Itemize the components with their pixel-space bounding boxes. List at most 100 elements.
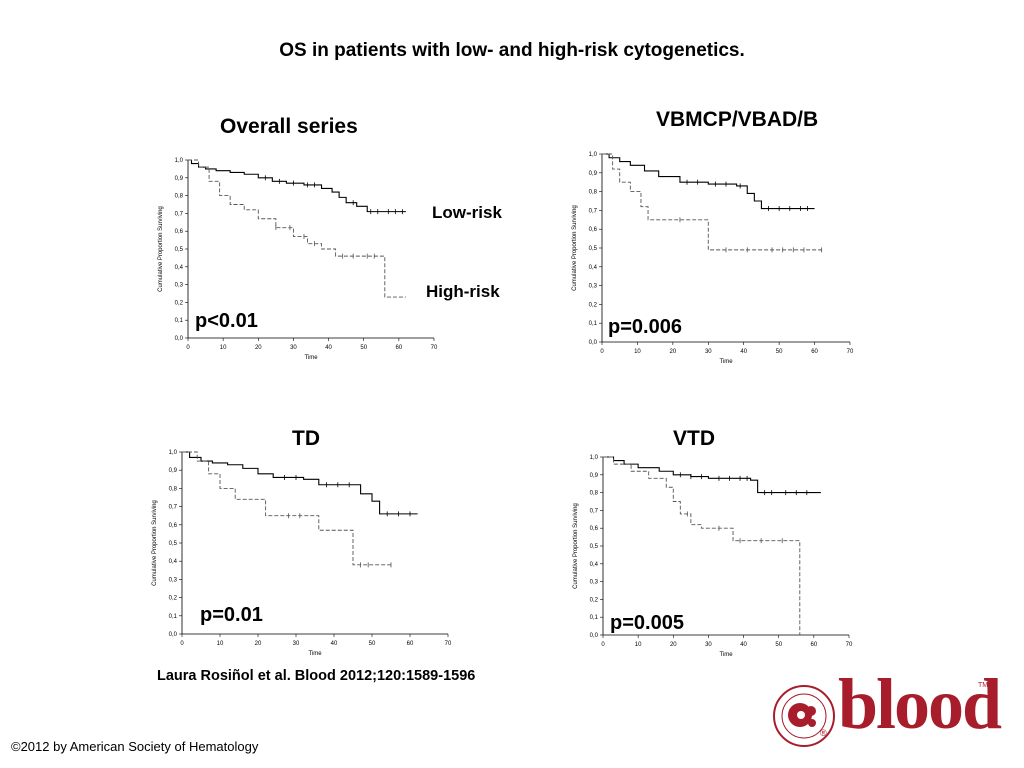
x-tick-label: 20: [255, 345, 262, 351]
x-tick-label: 40: [331, 641, 338, 647]
km-curve-high-risk: [603, 456, 801, 635]
x-axis-label: Time: [719, 652, 733, 658]
x-tick-label: 0: [186, 345, 190, 351]
y-tick-label: 0,7: [589, 208, 598, 214]
km-curve-low-risk: [182, 451, 418, 515]
y-axis-label: Cumulative Proportion Surviving: [572, 205, 578, 291]
y-tick-label: 0,2: [589, 302, 598, 308]
km-chart-vtd: 0,0 0,1 0,2 0,3 0,4 0,5 0,6 0,7 0,8 0,9 1,0 0 10 20 30…: [573, 455, 853, 658]
km-curve-high-risk: [188, 159, 406, 298]
x-tick-label: 40: [325, 345, 332, 351]
km-curve-low-risk: [603, 456, 821, 494]
y-tick-label: 0,9: [589, 171, 598, 177]
x-tick-label: 50: [360, 345, 367, 351]
x-tick-label: 40: [740, 642, 747, 648]
legend-high-risk: High-risk: [426, 282, 500, 301]
x-tick-label: 40: [740, 349, 747, 355]
x-tick-label: 30: [705, 349, 712, 355]
x-tick-label: 10: [634, 349, 641, 355]
y-tick-label: 0,6: [175, 229, 184, 235]
y-tick-label: 0,1: [169, 614, 178, 620]
citation: Laura Rosiñol et al. Blood 2012;120:1589…: [157, 668, 476, 684]
km-curve-high-risk: [182, 451, 391, 566]
x-axis-label: Time: [308, 651, 322, 657]
y-tick-label: 0,3: [590, 580, 599, 586]
y-tick-label: 0,5: [169, 541, 178, 547]
y-tick-label: 0,4: [589, 265, 598, 271]
y-tick-label: 0,8: [175, 194, 184, 200]
x-tick-label: 60: [811, 642, 818, 648]
legend-low-risk: Low-risk: [432, 203, 502, 222]
p-value-overall-series: p<0.01: [195, 310, 258, 332]
x-tick-label: 20: [255, 641, 262, 647]
panel-title-vbmcp-vbad-b: VBMCP/VBAD/B: [656, 108, 819, 131]
y-tick-label: 0,3: [589, 284, 598, 290]
x-tick-label: 50: [775, 642, 782, 648]
y-tick-label: 0,1: [175, 318, 184, 324]
km-curve-low-risk: [188, 159, 406, 213]
x-tick-label: 70: [846, 642, 853, 648]
y-tick-label: 0,0: [590, 633, 599, 639]
y-tick-label: 0,0: [589, 340, 598, 346]
slide-title: OS in patients with low- and high-risk c…: [279, 40, 745, 61]
y-tick-label: 0,8: [590, 491, 599, 497]
y-tick-label: 0,8: [169, 486, 178, 492]
x-tick-label: 50: [369, 641, 376, 647]
y-tick-label: 0,0: [175, 336, 184, 342]
panel-title-td: TD: [292, 427, 320, 450]
x-tick-label: 50: [776, 349, 783, 355]
y-tick-label: 1,0: [590, 455, 599, 461]
y-axis-label: Cumulative Proportion Surviving: [152, 500, 158, 586]
y-tick-label: 1,0: [589, 152, 598, 158]
axis-lines: [602, 457, 849, 636]
y-tick-label: 0,5: [589, 246, 598, 252]
x-tick-label: 60: [811, 349, 818, 355]
km-chart-overall-series: 0,0 0,1 0,2 0,3 0,4 0,5 0,6 0,7 0,8 0,9 1,0 0 10 20 30…: [158, 158, 438, 361]
y-tick-label: 0,2: [169, 596, 178, 602]
copyright: ©2012 by American Society of Hematology: [11, 739, 259, 754]
p-value-vbmcp-vbad-b: p=0.006: [608, 316, 682, 338]
panel-title-overall-series: Overall series: [220, 115, 358, 138]
p-value-td: p=0.01: [200, 604, 263, 626]
panel-title-vtd: VTD: [673, 427, 715, 450]
y-tick-label: 0,5: [590, 544, 599, 550]
y-tick-label: 0,1: [590, 615, 599, 621]
y-tick-label: 0,4: [175, 265, 184, 271]
y-axis-label: Cumulative Proportion Surviving: [158, 206, 164, 292]
y-tick-label: 0,6: [169, 523, 178, 529]
y-tick-label: 0,5: [175, 247, 184, 253]
km-chart-vbmcp-vbad-b: 0,0 0,1 0,2 0,3 0,4 0,5 0,6 0,7 0,8 0,9 1,0 0 10 20 30…: [572, 152, 854, 365]
y-tick-label: 0,9: [590, 473, 599, 479]
x-tick-label: 10: [635, 642, 642, 648]
y-tick-label: 0,7: [169, 505, 178, 511]
x-tick-label: 0: [180, 641, 184, 647]
y-tick-label: 0,4: [590, 562, 599, 568]
society-seal-logo: [773, 685, 835, 747]
x-tick-label: 60: [407, 641, 414, 647]
y-tick-label: 0,8: [589, 190, 598, 196]
x-tick-label: 20: [670, 349, 677, 355]
y-tick-label: 0,9: [175, 176, 184, 182]
x-tick-label: 20: [670, 642, 677, 648]
x-axis-label: Time: [719, 359, 733, 365]
y-tick-label: 0,1: [589, 321, 598, 327]
x-tick-label: 10: [217, 641, 224, 647]
x-tick-label: 70: [431, 345, 438, 351]
y-tick-label: 0,3: [169, 577, 178, 583]
x-tick-label: 10: [220, 345, 227, 351]
km-curve-low-risk: [602, 153, 815, 210]
x-tick-label: 0: [600, 349, 604, 355]
x-axis-label: Time: [304, 355, 318, 361]
blood-logo-wordmark: blood: [838, 664, 1002, 744]
y-tick-label: 0,7: [590, 508, 599, 514]
x-tick-label: 30: [705, 642, 712, 648]
y-tick-label: 1,0: [175, 158, 184, 164]
x-tick-label: 70: [445, 641, 452, 647]
y-tick-label: 0,2: [175, 300, 184, 306]
x-tick-label: 60: [396, 345, 403, 351]
km-curve-high-risk: [602, 153, 822, 251]
km-chart-td: 0,0 0,1 0,2 0,3 0,4 0,5 0,6 0,7 0,8 0,9 1,0 0 10 20 30…: [152, 450, 452, 657]
y-tick-label: 0,2: [590, 597, 599, 603]
y-tick-label: 1,0: [169, 450, 178, 456]
trademark-symbol: TM: [978, 682, 989, 689]
